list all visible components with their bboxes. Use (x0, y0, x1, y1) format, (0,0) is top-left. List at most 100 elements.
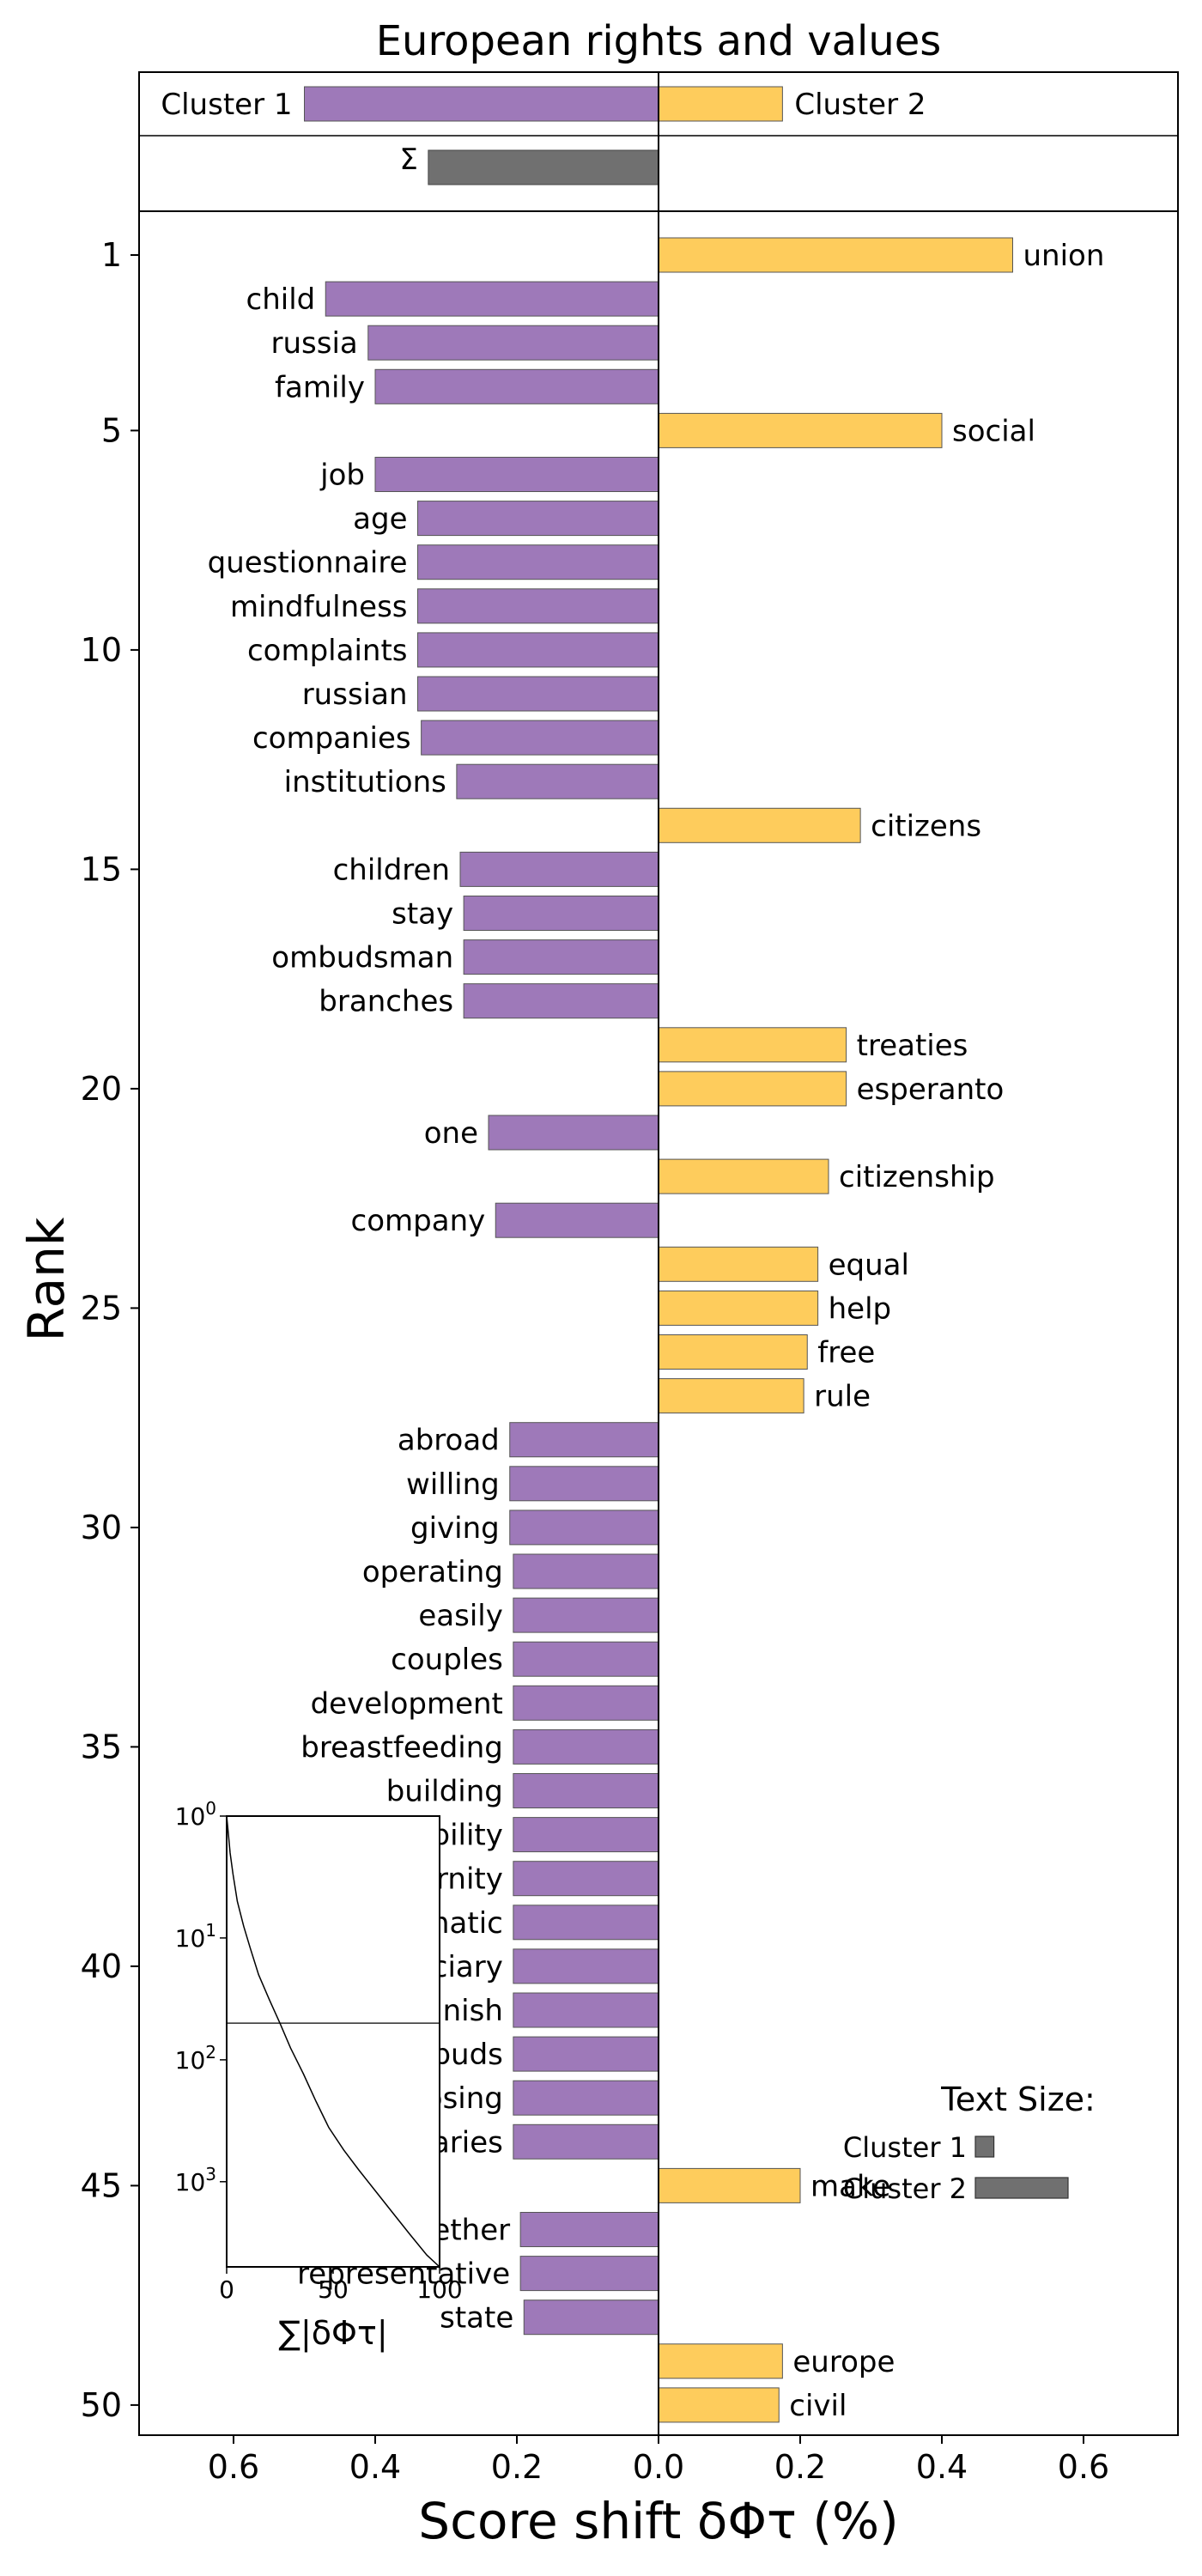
inset-x-axis-label: ∑|δΦτ| (278, 2314, 387, 2353)
word-bar-mindfulness (417, 588, 659, 624)
word-bar-one (488, 1115, 659, 1151)
word-label-help: help (829, 1291, 892, 1326)
y-tick-label: 30 (81, 1509, 122, 1546)
word-label-development: development (311, 1686, 503, 1721)
x-tick-label: 0.2 (491, 2448, 543, 2486)
word-bar-russia (367, 325, 659, 361)
x-axis-ticks: 0.6 0.4 0.2 0.0 0.2 0.4 0.6 (208, 2435, 1109, 2486)
word-label-companies: companies (252, 721, 411, 756)
word-bar-civil (658, 2387, 780, 2423)
word-bar-job (374, 457, 659, 492)
x-tick-label: 0.6 (208, 2448, 259, 2486)
word-label-stay: stay (392, 897, 453, 932)
word-bar-judiciaries (513, 2123, 659, 2160)
word-bar-loosing (513, 2080, 659, 2116)
word-label-abroad: abroad (398, 1424, 500, 1458)
word-label-russian: russian (302, 677, 408, 712)
word-bar-institutions (456, 763, 659, 799)
word-label-institutions: institutions (284, 765, 446, 799)
word-bar-state (523, 2300, 659, 2336)
y-tick-label: 35 (81, 1728, 122, 1765)
word-label-easily: easily (418, 1599, 502, 1633)
word-label-child: child (246, 283, 316, 317)
word-label-mindfulness: mindfulness (230, 590, 408, 624)
inset-x-tick-label: 0 (219, 2275, 234, 2304)
word-label-age: age (353, 502, 407, 537)
x-tick-label: 0.0 (633, 2448, 684, 2486)
word-bar-together (519, 2212, 659, 2247)
summary-label-cluster2: Cluster 2 (794, 88, 926, 122)
word-bar-responsibility (513, 1817, 659, 1853)
word-label-one: one (424, 1116, 478, 1151)
word-label-union: union (1023, 239, 1105, 273)
word-bar-child (325, 281, 659, 317)
word-label-social: social (952, 414, 1035, 448)
word-label-branches: branches (319, 985, 453, 1019)
word-label-questionnaire: questionnaire (208, 546, 408, 580)
word-bar-europe (658, 2343, 783, 2379)
word-bar-building (513, 1773, 659, 1808)
legend-label: Cluster 1 (843, 2131, 967, 2164)
inset-y-tick-label: 103 (175, 2164, 216, 2196)
summary-bar-cluster1 (304, 86, 659, 122)
summary-bars: Cluster 1 Cluster 2 Σ (161, 86, 926, 185)
word-label-state: state (440, 2301, 513, 2336)
text-size-legend: Text Size: Cluster 1 Cluster 2 (843, 2081, 1096, 2205)
x-tick-label: 0.6 (1058, 2448, 1109, 2486)
word-bar-russian (417, 676, 659, 712)
y-tick-label: 20 (81, 1070, 122, 1108)
word-bar-abroad (509, 1422, 659, 1458)
y-tick-label: 10 (81, 631, 122, 669)
word-bar-rule (658, 1378, 804, 1414)
word-label-children: children (333, 853, 450, 887)
word-bar-ombuds (513, 2036, 659, 2072)
word-bar-complaints (417, 632, 659, 668)
word-label-couples: couples (391, 1643, 503, 1677)
word-label-complaints: complaints (247, 634, 408, 668)
word-bar-children (459, 851, 659, 887)
word-bar-citizenship (658, 1158, 829, 1194)
word-label-willing: willing (406, 1467, 500, 1502)
word-label-esperanto: esperanto (857, 1072, 1005, 1107)
word-bar-companies (421, 720, 659, 756)
legend-size-swatch (974, 2177, 1069, 2199)
word-label-europe: europe (792, 2345, 895, 2379)
summary-bar-sigma (428, 149, 659, 185)
y-tick-label: 40 (81, 1947, 122, 1985)
word-bar-make (658, 2167, 801, 2203)
word-bar-social (658, 412, 943, 448)
x-axis-label: Score shift δΦτ (%) (418, 2492, 898, 2550)
word-bar-operating (513, 1553, 659, 1589)
y-tick-label: 5 (101, 411, 122, 449)
word-bar-questionnaire (417, 544, 659, 580)
word-bar-help (658, 1290, 819, 1326)
word-bar-treaties (658, 1027, 847, 1063)
inset-y-tick-label: 101 (175, 1920, 216, 1953)
inset-y-tick-label: 102 (175, 2042, 216, 2075)
word-label-make: make (810, 2169, 890, 2203)
word-bar-equal (658, 1246, 819, 1282)
word-bar-union (658, 237, 1013, 273)
y-tick-label: 25 (81, 1289, 122, 1327)
legend-label: Cluster 2 (843, 2172, 967, 2205)
word-bar-maternity (513, 1861, 659, 1897)
word-bar-breastfeeding (513, 1728, 659, 1765)
word-bar-citizens (658, 807, 861, 843)
legend-size-swatch (974, 2136, 995, 2158)
word-label-company: company (351, 1204, 486, 1238)
word-bar-stay (463, 896, 659, 931)
y-tick-label: 50 (81, 2386, 122, 2424)
word-label-treaties: treaties (857, 1029, 968, 1063)
word-bar-easily (513, 1597, 659, 1633)
y-tick-label: 1 (101, 236, 122, 274)
inset-y-tick-label: 100 (175, 1798, 216, 1831)
word-label-civil: civil (789, 2389, 847, 2423)
word-bar-judiciary (513, 1948, 659, 1984)
word-bar-family (374, 368, 659, 404)
word-label-operating: operating (362, 1555, 503, 1589)
word-bar-free (658, 1334, 808, 1370)
word-bar-age (417, 501, 659, 537)
word-bar-diplomatic (513, 1905, 659, 1941)
